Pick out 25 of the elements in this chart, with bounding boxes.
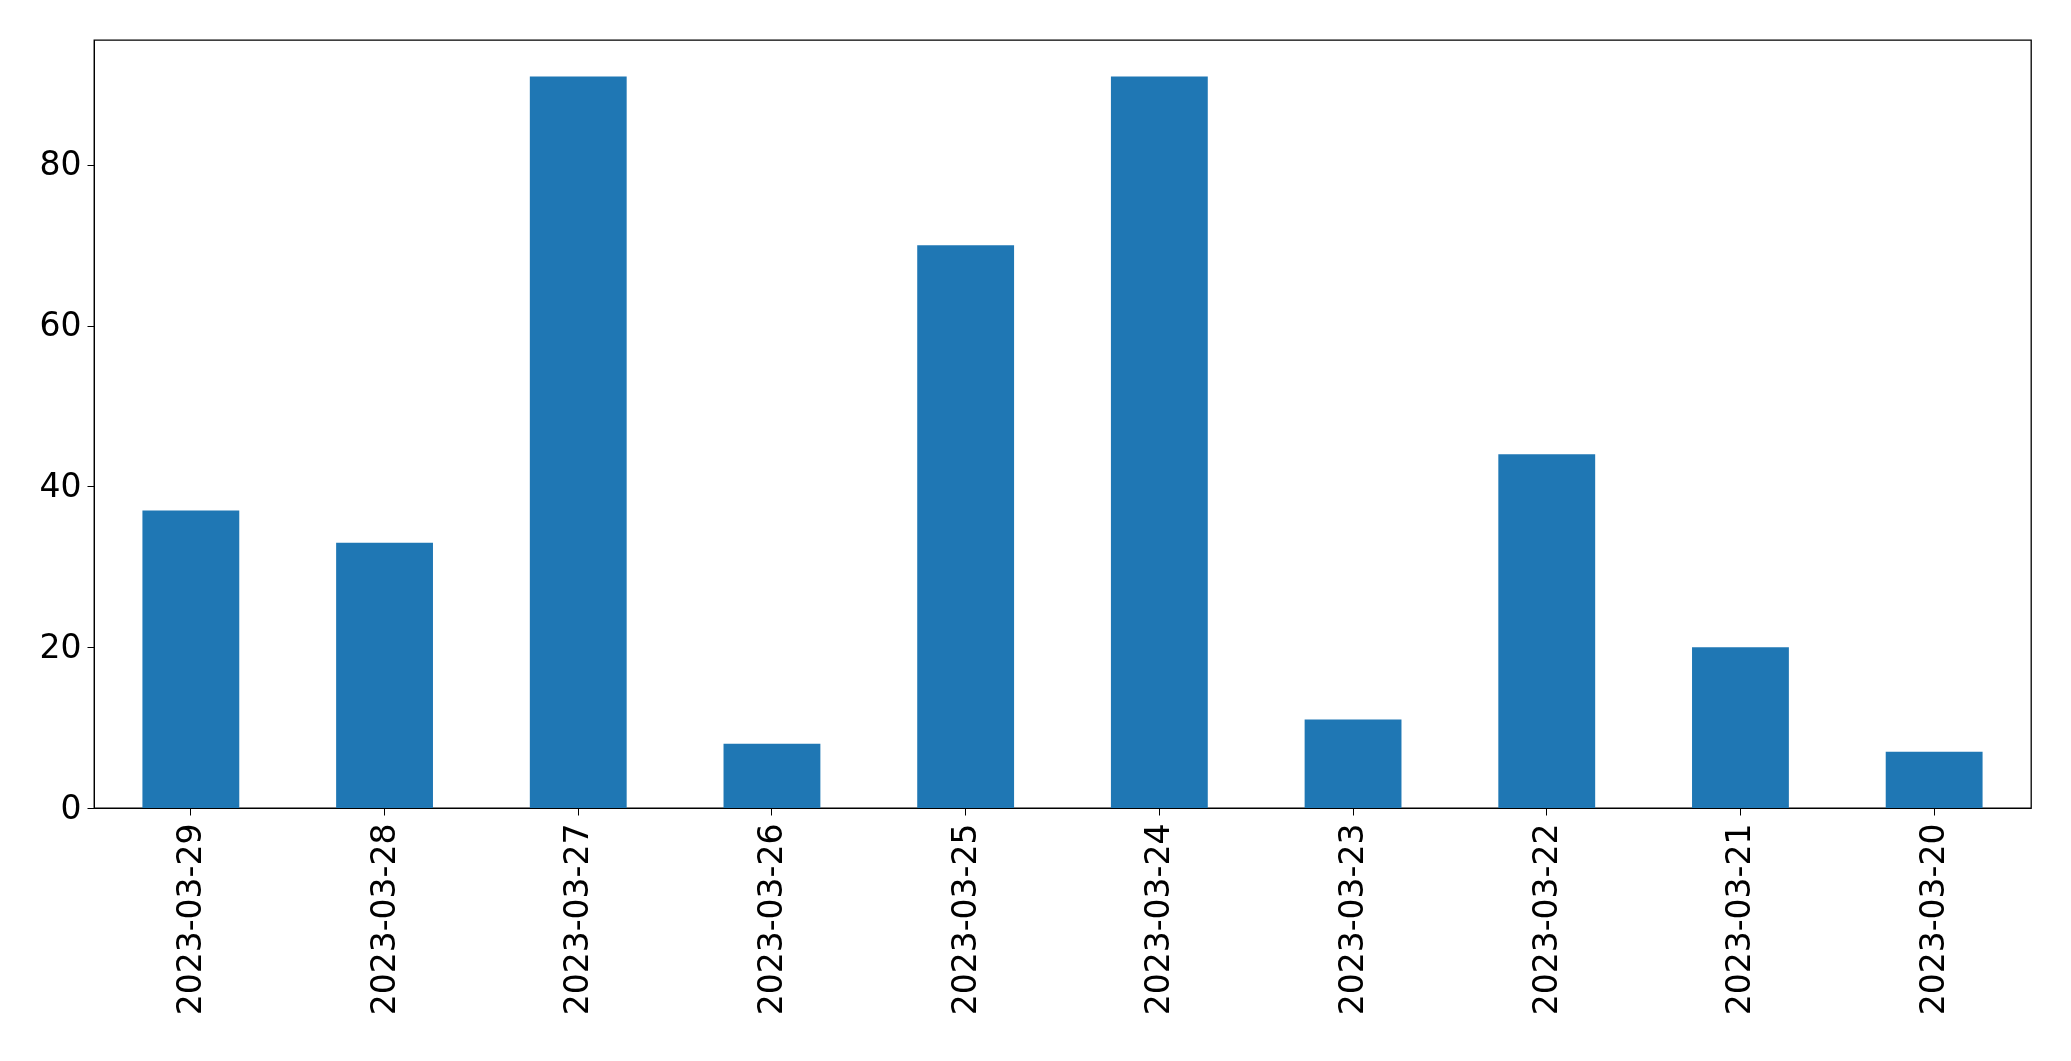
y-tick-label: 40	[39, 465, 82, 505]
bar	[336, 542, 433, 808]
x-tick-label: 2023-03-24	[1138, 823, 1178, 1016]
bar	[142, 510, 240, 808]
bar	[1304, 719, 1402, 808]
bar	[723, 743, 821, 808]
x-tick-label: 2023-03-28	[363, 823, 403, 1016]
y-tick-label: 20	[39, 626, 82, 666]
x-tick-label: 2023-03-20	[1913, 823, 1953, 1016]
bar	[917, 245, 1015, 808]
bar	[1498, 454, 1596, 808]
x-tick-label: 2023-03-21	[1719, 823, 1759, 1016]
bar	[1692, 647, 1789, 808]
x-tick-label: 2023-03-22	[1525, 823, 1565, 1016]
x-tick-label: 2023-03-23	[1332, 823, 1372, 1016]
y-tick-label: 0	[60, 787, 82, 827]
x-tick-label: 2023-03-25	[944, 823, 984, 1016]
bar	[1885, 751, 1983, 808]
bar	[1110, 76, 1208, 808]
x-tick-label: 2023-03-26	[750, 823, 790, 1016]
bar	[529, 76, 627, 808]
x-tick-label: 2023-03-27	[557, 823, 597, 1016]
y-tick-label: 60	[39, 305, 82, 345]
y-tick-label: 80	[39, 144, 82, 184]
x-tick-label: 2023-03-29	[169, 823, 209, 1016]
